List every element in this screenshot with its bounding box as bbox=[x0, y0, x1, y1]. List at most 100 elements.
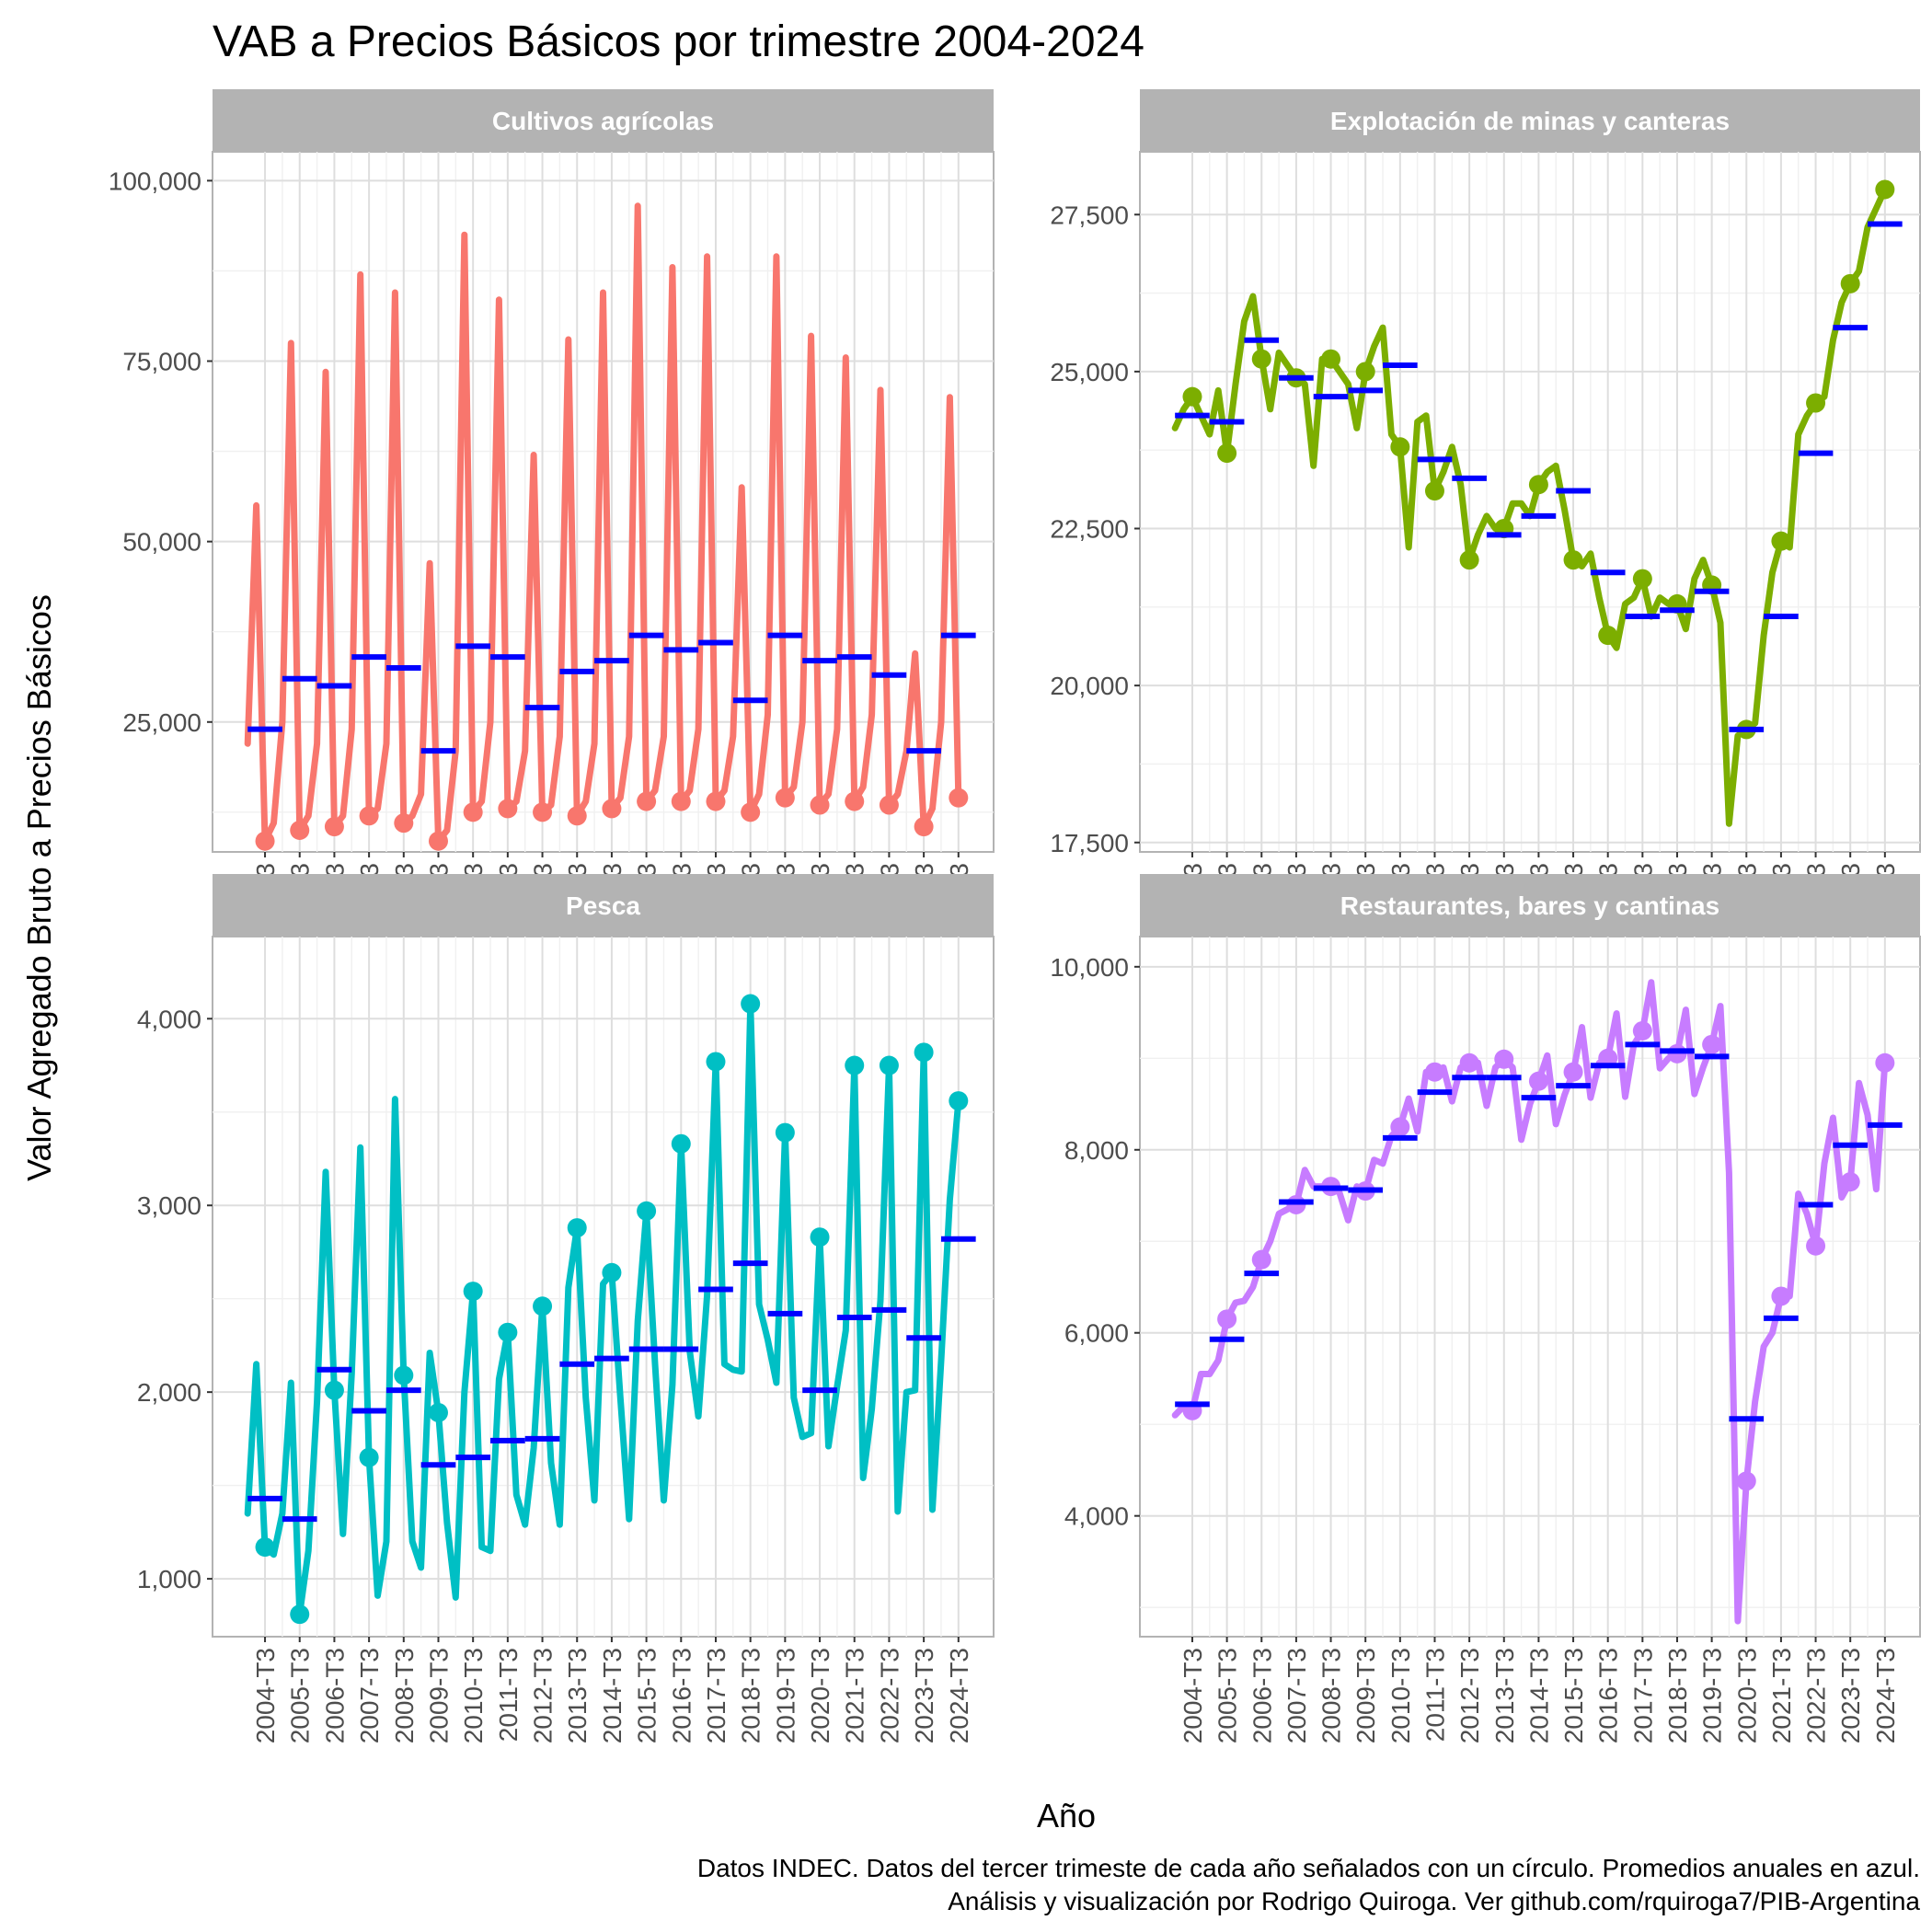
x-tick-label: 2021-T3 bbox=[841, 1648, 869, 1743]
q3-marker-2021 bbox=[845, 1055, 865, 1075]
q3-marker-2020 bbox=[810, 795, 830, 815]
q3-marker-2012 bbox=[1459, 550, 1479, 570]
q3-marker-2023 bbox=[1840, 1172, 1860, 1192]
q3-marker-2021 bbox=[845, 791, 865, 811]
y-tick-label: 25,000 bbox=[122, 708, 201, 737]
q3-marker-2022 bbox=[879, 1055, 899, 1075]
q3-marker-2019 bbox=[1702, 1034, 1722, 1054]
strip-restaurantes-bares-y-cantinas bbox=[1140, 874, 1920, 937]
caption-line-2: Análisis y visualización por Rodrigo Qui… bbox=[948, 1887, 1920, 1915]
q3-marker-2005 bbox=[1217, 443, 1237, 464]
q3-marker-2017 bbox=[706, 791, 726, 811]
strip-label-pesca: Pesca bbox=[566, 891, 640, 920]
x-tick-label: 2013-T3 bbox=[563, 1648, 592, 1743]
y-tick-label: 75,000 bbox=[122, 348, 201, 376]
y-tick-label: 10,000 bbox=[1050, 953, 1129, 982]
q3-marker-2017 bbox=[706, 1052, 726, 1072]
caption-line-1: Datos INDEC. Datos del tercer trimeste d… bbox=[697, 1854, 1920, 1882]
q3-marker-2018 bbox=[741, 994, 761, 1014]
q3-marker-2007 bbox=[359, 806, 379, 826]
chart-title: VAB a Precios Básicos por trimestre 2004… bbox=[213, 17, 1144, 66]
plot-area-explotacion-de-minas-y-canteras bbox=[1139, 151, 1921, 853]
x-tick-label: 2004-T3 bbox=[251, 1648, 280, 1743]
q3-marker-2013 bbox=[567, 806, 587, 826]
q3-marker-2010 bbox=[1390, 437, 1410, 457]
x-tick-label: 2007-T3 bbox=[355, 1648, 384, 1743]
q3-marker-2005 bbox=[1217, 1309, 1237, 1329]
q3-marker-2016 bbox=[671, 1133, 691, 1154]
y-tick-label: 25,000 bbox=[1050, 358, 1129, 386]
q3-marker-2013 bbox=[567, 1218, 587, 1238]
q3-marker-2015 bbox=[1563, 550, 1583, 570]
x-tick-label: 2008-T3 bbox=[390, 1648, 419, 1743]
q3-marker-2011 bbox=[498, 799, 518, 819]
y-tick-label: 6,000 bbox=[1064, 1319, 1129, 1348]
q3-marker-2015 bbox=[637, 791, 657, 811]
q3-marker-2024 bbox=[949, 1091, 969, 1111]
q3-marker-2023 bbox=[914, 1042, 934, 1063]
y-tick-label: 4,000 bbox=[1064, 1502, 1129, 1531]
q3-marker-2007 bbox=[359, 1447, 379, 1467]
x-tick-label: 2021-T3 bbox=[1767, 1648, 1796, 1743]
q3-marker-2024 bbox=[1875, 179, 1895, 200]
x-tick-label: 2016-T3 bbox=[667, 1648, 696, 1743]
q3-marker-2012 bbox=[533, 1296, 553, 1317]
strip-label-cultivos-agricolas: Cultivos agrícolas bbox=[492, 107, 714, 135]
x-tick-label: 2005-T3 bbox=[286, 1648, 315, 1743]
x-tick-label: 2015-T3 bbox=[633, 1648, 661, 1743]
q3-marker-2009 bbox=[428, 831, 448, 851]
strip-label-explotacion-de-minas-y-canteras: Explotación de minas y canteras bbox=[1330, 107, 1730, 135]
strip-pesca bbox=[213, 874, 994, 937]
q3-marker-2009 bbox=[1355, 362, 1375, 382]
y-tick-label: 3,000 bbox=[137, 1191, 201, 1220]
x-tick-label: 2023-T3 bbox=[1836, 1648, 1865, 1743]
series-line-pesca bbox=[244, 1000, 962, 1618]
q3-marker-2006 bbox=[324, 817, 344, 837]
x-tick-label: 2018-T3 bbox=[737, 1648, 765, 1743]
q3-marker-2022 bbox=[1806, 1236, 1826, 1256]
x-tick-label: 2009-T3 bbox=[1351, 1648, 1380, 1743]
series-line-cultivos-agricolas bbox=[244, 202, 962, 845]
y-tick-label: 20,000 bbox=[1050, 672, 1129, 700]
x-axis-title: Año bbox=[1037, 1797, 1096, 1834]
y-tick-label: 100,000 bbox=[109, 167, 201, 195]
q3-marker-2010 bbox=[1390, 1117, 1410, 1137]
q3-marker-2004 bbox=[255, 831, 275, 851]
q3-marker-2014 bbox=[602, 1262, 622, 1282]
x-tick-label: 2011-T3 bbox=[1420, 1648, 1449, 1742]
x-tick-label: 2023-T3 bbox=[910, 1648, 938, 1743]
q3-marker-2017 bbox=[1632, 1020, 1652, 1041]
x-tick-label: 2006-T3 bbox=[1248, 1648, 1276, 1743]
strip-label-restaurantes-bares-y-cantinas: Restaurantes, bares y cantinas bbox=[1340, 891, 1719, 920]
q3-marker-2023 bbox=[914, 817, 934, 837]
q3-marker-2013 bbox=[1494, 1049, 1514, 1069]
strip-cultivos-agricolas bbox=[213, 89, 994, 152]
y-tick-label: 50,000 bbox=[122, 528, 201, 557]
q3-marker-2016 bbox=[671, 791, 691, 811]
x-tick-label: 2016-T3 bbox=[1594, 1648, 1623, 1743]
x-tick-label: 2004-T3 bbox=[1179, 1648, 1207, 1743]
q3-marker-2005 bbox=[290, 1604, 310, 1625]
x-tick-label: 2020-T3 bbox=[806, 1648, 834, 1743]
q3-marker-2014 bbox=[602, 799, 622, 819]
q3-marker-2021 bbox=[1771, 531, 1791, 551]
q3-marker-2020 bbox=[810, 1227, 830, 1248]
q3-marker-2012 bbox=[1459, 1052, 1479, 1073]
q3-marker-2008 bbox=[1321, 349, 1341, 369]
x-tick-label: 2006-T3 bbox=[320, 1648, 349, 1743]
panels-layer: Cultivos agrícolas 25,000 50,000 75,000 100,… bbox=[109, 89, 1921, 1743]
q3-marker-2012 bbox=[533, 802, 553, 822]
x-tick-label: 2005-T3 bbox=[1213, 1648, 1242, 1743]
q3-marker-2008 bbox=[394, 813, 414, 834]
y-tick-label: 1,000 bbox=[137, 1565, 201, 1593]
plot-area-cultivos-agricolas bbox=[212, 151, 995, 853]
y-tick-label: 2,000 bbox=[137, 1378, 201, 1407]
q3-marker-2020 bbox=[1736, 1471, 1756, 1491]
x-tick-label: 2007-T3 bbox=[1282, 1648, 1311, 1743]
panel-cultivos-agricolas: Cultivos agrícolas 25,000 50,000 75,000 100,… bbox=[109, 89, 995, 959]
q3-marker-2006 bbox=[1251, 1249, 1271, 1270]
y-tick-label: 27,500 bbox=[1050, 201, 1129, 229]
x-tick-label: 2018-T3 bbox=[1663, 1648, 1692, 1743]
